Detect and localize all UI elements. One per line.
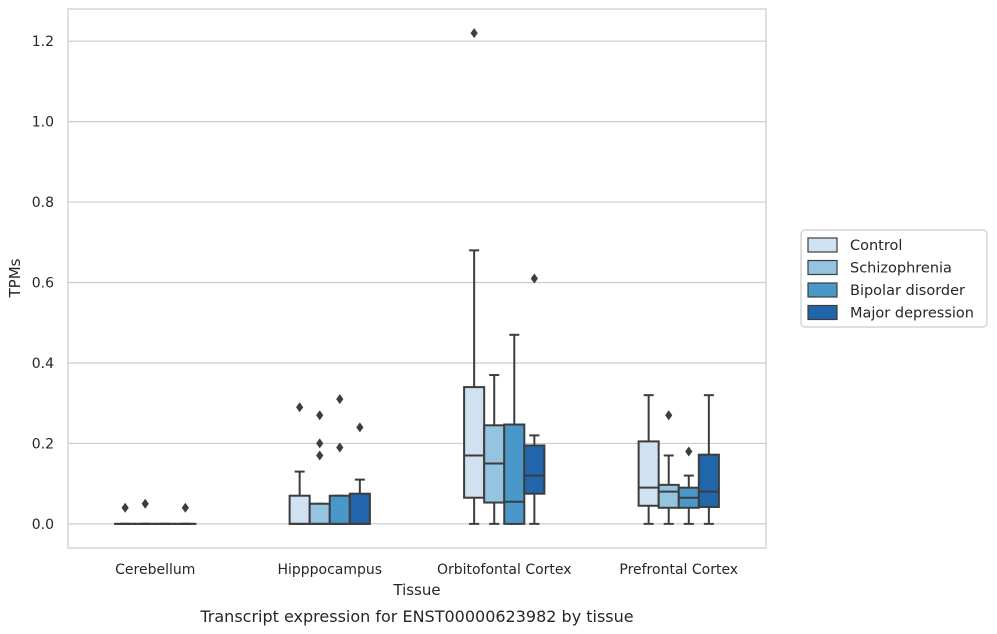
x-tick-label: Cerebellum	[115, 562, 195, 578]
outlier-point	[121, 502, 129, 513]
box-major-depression	[348, 422, 371, 525]
outlier-point	[665, 410, 673, 421]
outlier-point	[530, 273, 538, 284]
x-tick-labels: Cerebellum Hipppocampus Orbitofontal Corte…	[115, 562, 738, 578]
box-body	[308, 502, 331, 525]
outlier-point	[316, 450, 324, 461]
y-tick-labels: 0.0 0.2 0.4 0.6 0.8 1.0 1.2	[32, 34, 54, 533]
box-body	[697, 453, 720, 508]
outlier-point	[141, 498, 149, 509]
y-axis-label: TPMs	[6, 258, 24, 298]
legend-label: Control	[850, 238, 902, 254]
box-schizophrenia	[134, 498, 157, 525]
box-bipolar-disorder	[328, 394, 351, 525]
x-tick-label: Prefrontal Cortex	[619, 562, 738, 578]
box-control	[114, 502, 137, 525]
box-bipolar-disorder	[677, 446, 700, 525]
chart-caption: Transcript expression for ENST0000062398…	[199, 607, 633, 626]
box-schizophrenia	[483, 374, 506, 525]
box-control	[637, 394, 660, 525]
box-body	[348, 492, 371, 525]
legend-label: Schizophrenia	[850, 261, 952, 277]
y-tick-label: 1.0	[32, 115, 54, 131]
y-gridlines	[68, 40, 766, 525]
boxes	[114, 28, 720, 525]
box-control	[463, 28, 486, 525]
box-schizophrenia	[308, 410, 331, 525]
y-tick-label: 0.0	[32, 517, 54, 533]
outlier-point	[336, 394, 344, 405]
y-tick-label: 0.8	[32, 195, 54, 211]
box-major-depression	[174, 502, 197, 525]
y-tick-label: 0.4	[32, 356, 54, 372]
legend-swatch	[807, 304, 838, 321]
legend-label: Major depression	[850, 306, 974, 322]
outlier-point	[316, 438, 324, 449]
legend-frame	[800, 229, 988, 328]
box-body	[503, 423, 526, 525]
x-tick-label: Orbitofontal Cortex	[437, 562, 572, 578]
outlier-point	[356, 422, 364, 433]
outlier-point	[296, 402, 304, 413]
legend-label: Bipolar disorder	[850, 283, 965, 299]
legend-swatch	[807, 237, 838, 253]
plot-frame	[67, 8, 767, 549]
box-body	[328, 494, 351, 525]
outlier-point	[685, 446, 693, 457]
box-body	[523, 444, 546, 495]
outlier-point	[316, 410, 324, 421]
box-major-depression	[697, 394, 720, 525]
x-axis-label: Tissue	[392, 581, 440, 599]
box-body	[637, 440, 660, 507]
legend: Control Schizophrenia Bipolar disorder Majo…	[800, 229, 988, 328]
outlier-point	[181, 502, 189, 513]
box-body	[463, 386, 486, 499]
legend-swatch	[807, 259, 838, 276]
y-tick-label: 0.6	[32, 276, 54, 292]
y-tick-label: 1.2	[32, 34, 54, 50]
box-bipolar-disorder	[503, 333, 526, 525]
box-control	[288, 402, 311, 525]
box-major-depression	[523, 273, 546, 525]
box-body	[288, 494, 311, 525]
outlier-point	[336, 442, 344, 453]
y-tick-label: 0.2	[32, 436, 54, 452]
x-tick-label: Hipppocampus	[277, 562, 382, 578]
outlier-point	[470, 28, 478, 39]
legend-swatch	[807, 282, 838, 298]
box-schizophrenia	[657, 410, 680, 525]
box-body	[657, 483, 680, 509]
